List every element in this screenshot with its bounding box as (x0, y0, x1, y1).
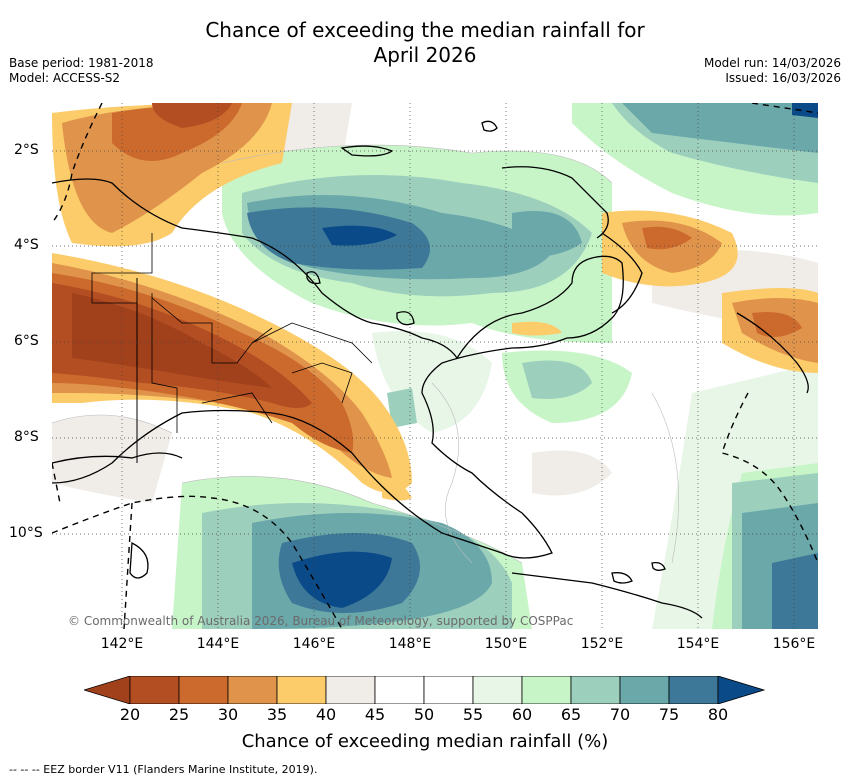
colorbar-tick-label: 55 (462, 705, 484, 724)
colorbar-extend-high (717, 676, 766, 704)
coastlines (52, 120, 809, 619)
colorbar-tick-label: 80 (707, 705, 729, 724)
colorbar-swatch (619, 676, 670, 704)
colorbar-swatch (374, 676, 425, 704)
meta-right: Model run: 14/03/2026 Issued: 16/03/2026 (704, 56, 841, 86)
issued-date: Issued: 16/03/2026 (725, 71, 841, 85)
lon-label-154e: 154°E (676, 636, 720, 652)
lon-label-150e: 150°E (484, 636, 528, 652)
title-line-2: April 2026 (373, 43, 477, 67)
eez-legend: -- -- -- EEZ border V11 (Flanders Marine… (9, 763, 318, 776)
lat-label-10s: 10°S (9, 525, 43, 541)
colorbar-swatch (472, 676, 523, 704)
colorbar-tick-label: 35 (266, 705, 288, 724)
colorbar-swatch (423, 676, 474, 704)
colorbar (84, 676, 766, 704)
base-period: Base period: 1981-2018 (9, 56, 154, 70)
colorbar-extend-low (84, 676, 131, 704)
copyright-credit: © Commonwealth of Australia 2026, Bureau… (68, 614, 574, 628)
colorbar-tick-label: 25 (168, 705, 190, 724)
lat-label-2s: 2°S (14, 142, 39, 158)
colorbar-swatch (325, 676, 376, 704)
rainfall-map (52, 103, 818, 629)
colorbar-swatch (570, 676, 621, 704)
colorbar-swatch (129, 676, 180, 704)
lon-label-142e: 142°E (100, 636, 144, 652)
lat-label-4s: 4°S (14, 237, 39, 253)
eez-borders (52, 103, 818, 629)
lon-label-144e: 144°E (196, 636, 240, 652)
colorbar-swatch (178, 676, 229, 704)
colorbar-tick-label: 65 (560, 705, 582, 724)
model-run: Model run: 14/03/2026 (703, 56, 841, 70)
colorbar-tick-label: 45 (364, 705, 386, 724)
contour-lines (52, 144, 679, 564)
model-name: Model: ACCESS-S2 (9, 71, 121, 85)
lon-label-146e: 146°E (292, 636, 336, 652)
colorbar-tick-label: 40 (315, 705, 337, 724)
colorbar-tick-label: 70 (609, 705, 631, 724)
colorbar-tick-label: 20 (119, 705, 141, 724)
lon-label-152e: 152°E (580, 636, 624, 652)
colorbar-tick-label: 50 (413, 705, 435, 724)
colorbar-tick-label: 30 (217, 705, 239, 724)
colorbar-swatch (521, 676, 572, 704)
lon-label-148e: 148°E (388, 636, 432, 652)
lat-label-8s: 8°S (14, 429, 39, 445)
colorbar-swatch (668, 676, 719, 704)
title-line-1: Chance of exceeding the median rainfall … (205, 18, 645, 42)
colorbar-tick-label: 60 (511, 705, 533, 724)
colorbar-swatch (276, 676, 327, 704)
colorbar-tick-label: 75 (658, 705, 680, 724)
chart-title: Chance of exceeding the median rainfall … (0, 18, 850, 68)
colorbar-swatch (227, 676, 278, 704)
lon-label-156e: 156°E (772, 636, 816, 652)
colorbar-label: Chance of exceeding median rainfall (%) (241, 731, 609, 752)
lat-label-6s: 6°S (14, 333, 39, 349)
meta-left: Base period: 1981-2018 Model: ACCESS-S2 (9, 56, 154, 86)
